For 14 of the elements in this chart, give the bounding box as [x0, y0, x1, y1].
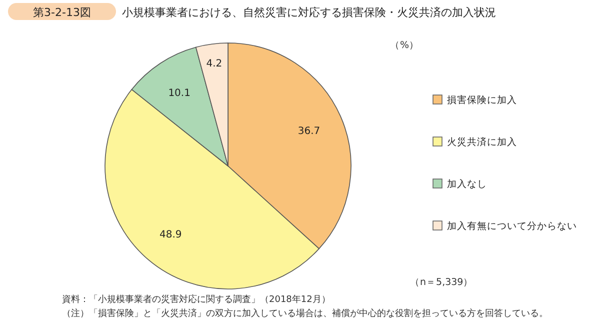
text: （注）「損害保険」と「火災共済」の双方に加入している場合は、補償が中心的な役割を担っている方を回答している。 [62, 308, 548, 319]
data-label: 36.7 [298, 126, 320, 138]
data-label: 48.9 [160, 229, 182, 240]
chart-title: 小規模事業者における、自然災害に対応する損害保険・火災共済の加入状況 [122, 6, 496, 19]
data-label: 4.2 [206, 58, 222, 70]
chart-subtitle: 第3-2-13図 [33, 6, 91, 19]
text: 資料：「小規模事業者の災害対応に関する調査」（2018年12月） [62, 294, 330, 305]
legend-label: 加入有無について分からない [447, 220, 577, 232]
legend-label: 火災共済に加入 [447, 136, 517, 148]
text: （n＝5,339） [410, 277, 474, 288]
data-label: 10.1 [168, 88, 190, 100]
text: （%） [390, 40, 420, 51]
legend-label: 加入なし [447, 178, 487, 190]
legend-label: 損害保険に加入 [447, 94, 517, 106]
